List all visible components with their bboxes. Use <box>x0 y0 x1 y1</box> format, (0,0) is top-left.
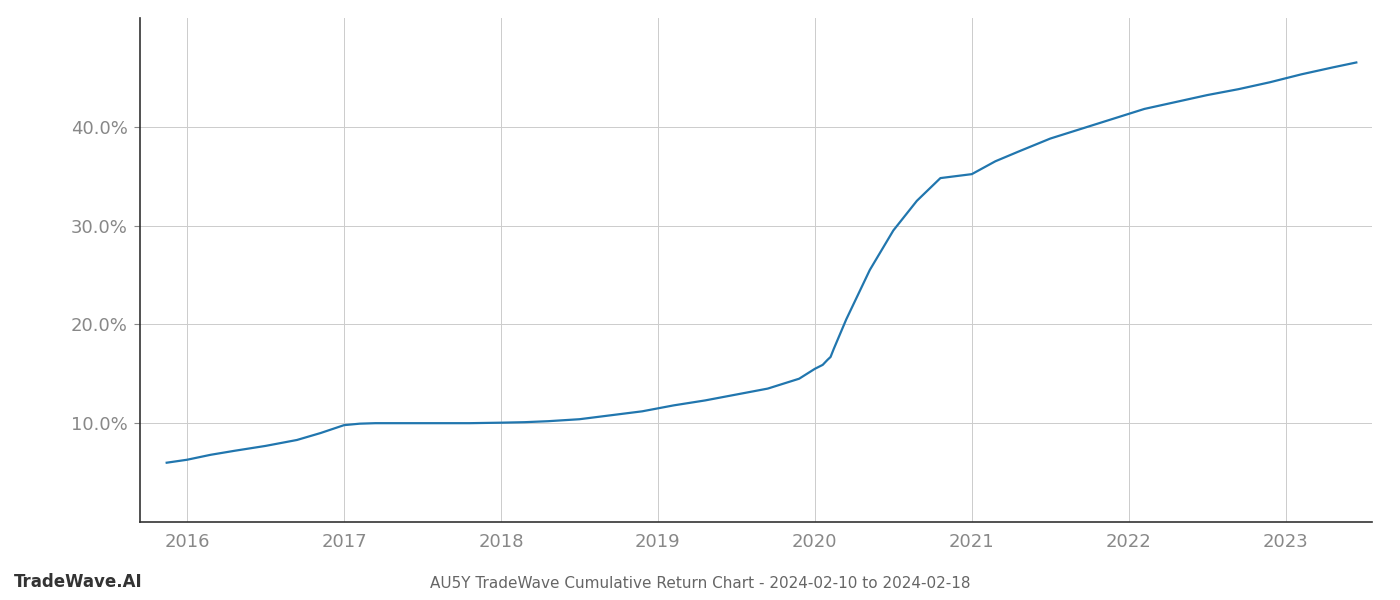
Text: AU5Y TradeWave Cumulative Return Chart - 2024-02-10 to 2024-02-18: AU5Y TradeWave Cumulative Return Chart -… <box>430 576 970 591</box>
Text: TradeWave.AI: TradeWave.AI <box>14 573 143 591</box>
